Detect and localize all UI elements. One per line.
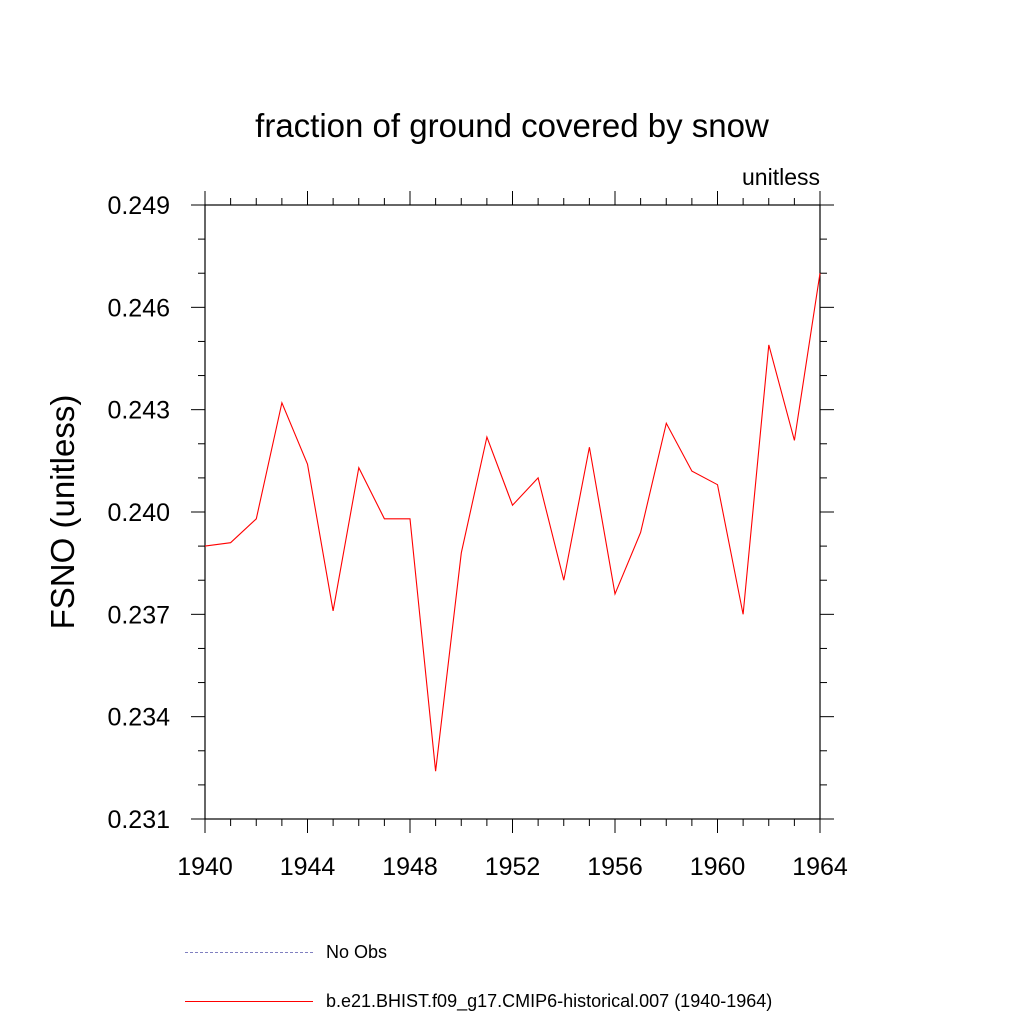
x-tick-label: 1948 <box>382 853 438 881</box>
y-tick-label: 0.243 <box>107 397 170 425</box>
series-line <box>204 273 821 772</box>
y-tick-label: 0.237 <box>107 601 170 629</box>
series-layer <box>204 273 821 772</box>
x-tick-label: 1952 <box>485 853 541 881</box>
x-tick-label: 1960 <box>690 853 746 881</box>
x-tick-label: 1964 <box>792 853 848 881</box>
y-tick-label: 0.240 <box>107 499 170 527</box>
y-axis-label: FSNO (unitless) <box>44 395 81 630</box>
plot-frame <box>204 204 821 820</box>
y-tick-label: 0.246 <box>107 294 170 322</box>
y-tick-label: 0.249 <box>107 192 170 220</box>
tick-labels: 1940 1944 1948 1952 1956 1960 1964 0.231 0.234 0.… <box>107 192 847 881</box>
units-label: unitless <box>742 164 820 190</box>
y-tick-label: 0.234 <box>107 704 170 732</box>
legend-label: b.e21.BHIST.f09_g17.CMIP6-historical.007… <box>326 991 773 1011</box>
axis-ticks <box>191 191 834 833</box>
legend-swatch-dashed <box>185 952 313 953</box>
x-tick-label: 1944 <box>280 853 336 881</box>
chart-title: fraction of ground covered by snow <box>255 107 769 144</box>
x-tick-label: 1940 <box>177 853 233 881</box>
y-tick-label: 0.231 <box>107 806 170 834</box>
legend-swatch-solid <box>185 1001 313 1002</box>
legend-label: No Obs <box>326 942 388 962</box>
x-tick-label: 1956 <box>587 853 643 881</box>
